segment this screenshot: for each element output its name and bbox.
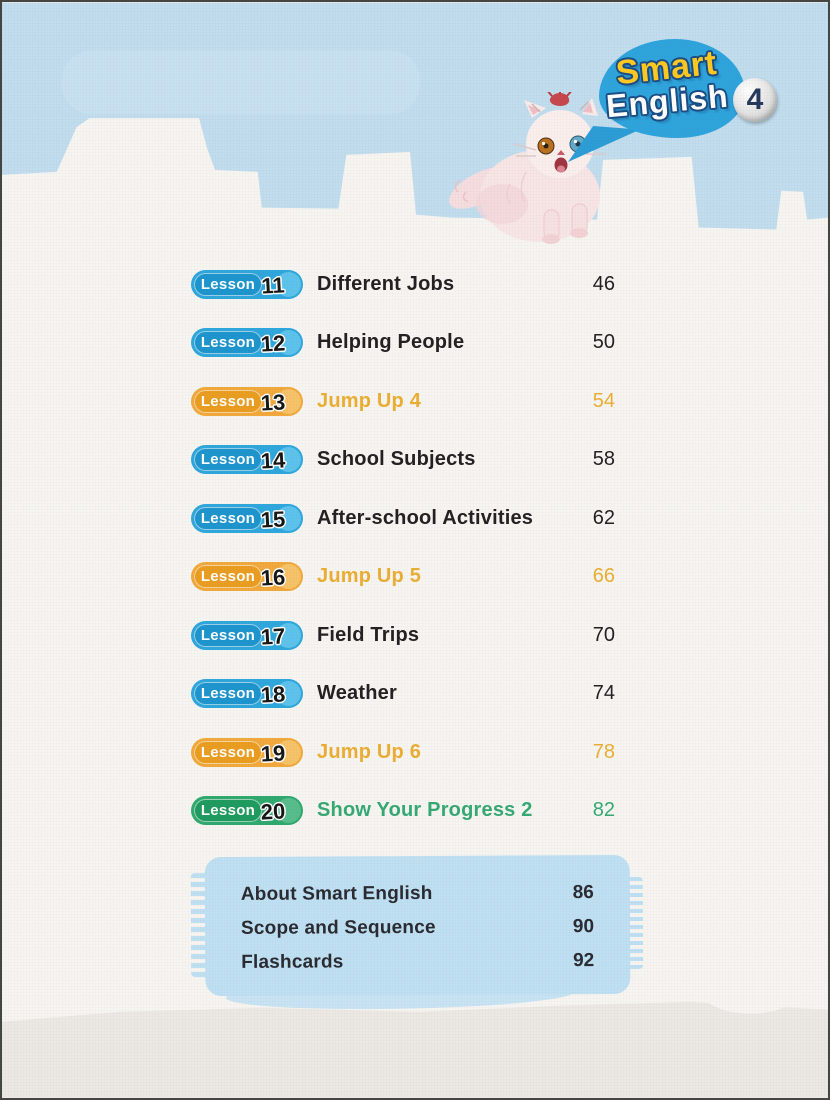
lesson-row: Lesson 16 Jump Up 5 66: [191, 548, 615, 607]
extras-label: Flashcards: [241, 951, 344, 973]
lesson-title: School Subjects: [317, 448, 476, 471]
lesson-badge-cap: [276, 388, 301, 414]
lesson-badge-label: Lesson: [194, 272, 262, 296]
lesson-badge-cap: [276, 798, 301, 824]
extras-page-number: 92: [572, 950, 595, 972]
smart-english-logo: Smart English 4: [562, 32, 802, 172]
extras-label: About Smart English: [240, 882, 433, 905]
speech-bubble: [599, 39, 745, 138]
lesson-badge-label: Lesson: [194, 799, 262, 823]
lesson-badge-number: 14: [260, 447, 286, 474]
lesson-badge-label: Lesson: [194, 506, 262, 530]
lesson-badge-label: Lesson: [194, 331, 262, 355]
lesson-page-number: 82: [592, 799, 615, 822]
lesson-row: Lesson 15 After-school Activities 62: [191, 489, 615, 548]
lesson-title: Field Trips: [317, 623, 420, 646]
lesson-page-number: 62: [592, 506, 615, 529]
lesson-badge: Lesson 13: [191, 386, 303, 416]
lesson-badge-number: 16: [260, 564, 286, 591]
lesson-row: Lesson 11 Different Jobs 46: [191, 255, 615, 314]
extras-row: Scope and Sequence 90: [241, 910, 594, 946]
lesson-badge-cap: [276, 330, 301, 356]
lesson-badge-cap: [276, 564, 301, 590]
lesson-row: Lesson 19 Jump Up 6 78: [191, 723, 615, 782]
lesson-badge-number: 11: [260, 272, 286, 299]
bottom-band: [2, 1001, 828, 1098]
lesson-page-number: 58: [592, 448, 615, 471]
extras-page-number: 86: [572, 882, 594, 904]
lesson-badge-cap: [276, 681, 301, 707]
lesson-title: Weather: [317, 682, 397, 705]
lesson-badge-number: 18: [260, 681, 286, 708]
extras-row: Flashcards 92: [241, 944, 594, 980]
lesson-badge: Lesson 18: [191, 679, 303, 709]
lesson-title: Show Your Progress 2: [317, 799, 533, 822]
speech-bubble-tail: [568, 126, 640, 162]
extras-label: Scope and Sequence: [240, 916, 436, 939]
lesson-badge-label: Lesson: [194, 448, 262, 472]
lesson-badge-cap: [276, 271, 301, 297]
lesson-badge-number: 19: [260, 740, 286, 767]
lesson-badge-cap: [276, 447, 301, 473]
lesson-badge-cap: [276, 622, 301, 648]
lesson-row: Lesson 13 Jump Up 4 54: [191, 372, 615, 431]
logo-level-badge: 4: [733, 78, 777, 122]
lesson-badge: Lesson 11: [191, 269, 303, 299]
lesson-title: Jump Up 6: [317, 740, 422, 763]
lesson-badge-cap: [276, 505, 301, 531]
lesson-title: Different Jobs: [317, 272, 455, 295]
logo-level-number: 4: [746, 83, 764, 116]
lesson-badge-number: 15: [260, 506, 286, 533]
lesson-title: Jump Up 4: [317, 389, 422, 412]
sky-light-streak: [61, 50, 420, 115]
lesson-badge-number: 12: [260, 330, 286, 357]
lesson-badge-label: Lesson: [194, 682, 262, 706]
lesson-badge: Lesson 14: [191, 445, 303, 475]
lesson-page-number: 74: [592, 682, 615, 705]
extras-page-number: 90: [572, 916, 595, 938]
lesson-badge: Lesson 20: [191, 796, 303, 826]
lesson-badge-cap: [276, 739, 301, 765]
lesson-badge-number: 20: [260, 798, 286, 825]
lesson-row: Lesson 17 Field Trips 70: [191, 606, 615, 665]
lesson-badge: Lesson 17: [191, 620, 303, 650]
lesson-page-number: 66: [592, 565, 615, 588]
lesson-title: Jump Up 5: [317, 565, 422, 588]
lesson-badge-number: 17: [260, 623, 286, 650]
lesson-row: Lesson 18 Weather 74: [191, 665, 615, 724]
toc-list: Lesson 11 Different Jobs 46 Lesson 12 He…: [191, 255, 615, 840]
lesson-badge-label: Lesson: [194, 565, 262, 589]
lesson-row: Lesson 14 School Subjects 58: [191, 431, 615, 490]
extras-box: About Smart English 86 Scope and Sequenc…: [204, 854, 631, 997]
lesson-badge: Lesson 12: [191, 328, 303, 358]
lesson-page-number: 46: [592, 272, 615, 295]
lesson-badge: Lesson 16: [191, 562, 303, 592]
lesson-page-number: 78: [592, 740, 615, 763]
lesson-badge-label: Lesson: [194, 389, 262, 413]
lesson-page-number: 50: [592, 331, 615, 354]
lesson-page-number: 70: [592, 623, 615, 646]
lesson-badge: Lesson 15: [191, 503, 303, 533]
lesson-badge-label: Lesson: [194, 623, 262, 647]
lesson-badge-label: Lesson: [194, 740, 262, 764]
lesson-row: Lesson 12 Helping People 50: [191, 314, 615, 373]
cat-illustration: [449, 92, 609, 244]
lesson-title: After-school Activities: [317, 506, 534, 529]
lesson-title: Helping People: [317, 331, 465, 354]
extras-row: About Smart English 86: [241, 876, 594, 912]
lesson-badge-number: 13: [260, 389, 286, 416]
bottom-white-blob: [700, 965, 801, 1014]
lesson-badge: Lesson 19: [191, 737, 303, 767]
lesson-page-number: 54: [592, 389, 615, 412]
lesson-row: Lesson 20 Show Your Progress 2 82: [191, 782, 615, 841]
